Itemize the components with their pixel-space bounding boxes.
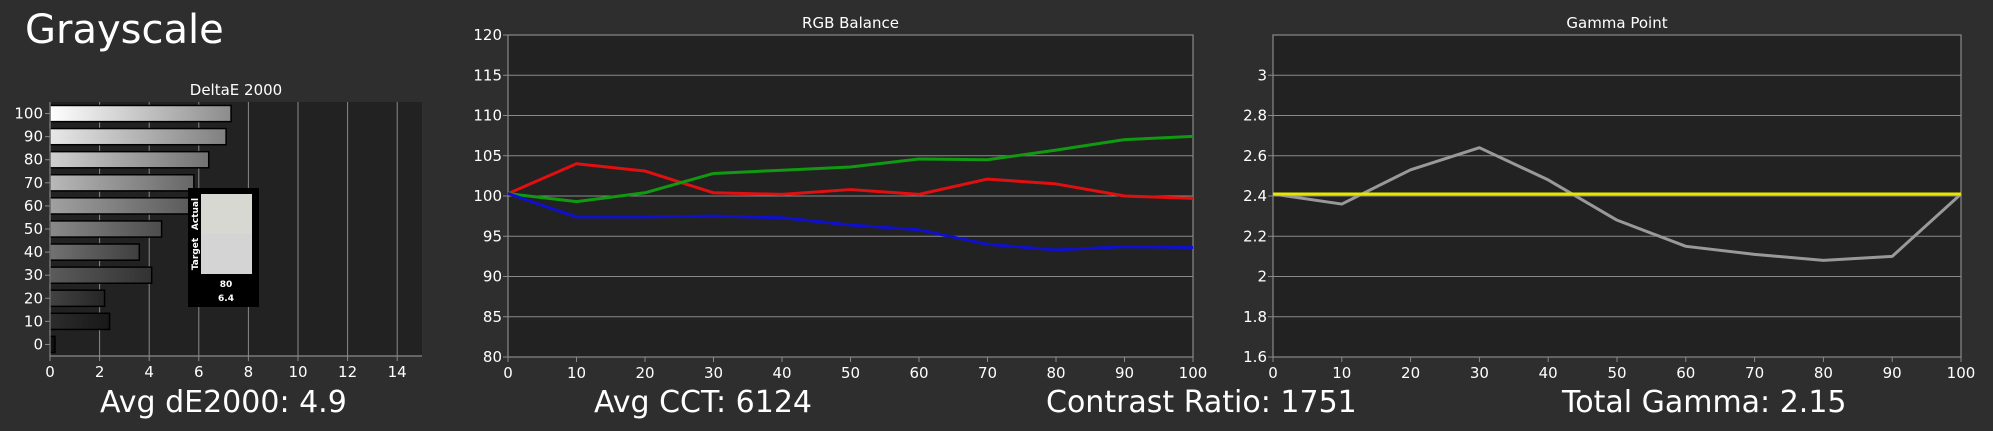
rgb-balance-x-tick-label: 20 bbox=[635, 364, 654, 382]
target-swatch bbox=[201, 234, 252, 274]
gamma-point-series-line bbox=[1272, 146, 1963, 262]
deltae-y-tick-label: 30 bbox=[24, 266, 43, 284]
rgb-balance-x-tick-label: 40 bbox=[772, 364, 791, 382]
deltae-y-tick-label: 0 bbox=[33, 335, 43, 353]
gamma-point-y-tick-label: 2.2 bbox=[1243, 227, 1267, 245]
swatch-de-value: 6.4 bbox=[218, 294, 234, 304]
rgb-balance-frame bbox=[507, 34, 1194, 358]
total-gamma-metric: Total Gamma: 2.15 bbox=[1562, 385, 1847, 420]
gamma-point-y-tick-label: 2 bbox=[1257, 268, 1267, 286]
deltae-title: DeltaE 2000 bbox=[190, 81, 282, 99]
deltae-y-tick-label: 50 bbox=[24, 220, 43, 238]
rgb-balance-x-tick-label: 70 bbox=[978, 364, 997, 382]
gamma-point-y-tick-label: 2.4 bbox=[1243, 187, 1267, 205]
deltae-x-tick-label: 8 bbox=[244, 363, 254, 381]
deltae-x-tick-label: 14 bbox=[388, 363, 407, 381]
gamma-point-y-tick-label: 1.8 bbox=[1243, 308, 1267, 326]
deltae-y-tick-label: 80 bbox=[24, 151, 43, 169]
actual-label: Actual bbox=[191, 198, 201, 230]
rgb-balance-title: RGB Balance bbox=[802, 14, 899, 32]
rgb-balance-y-tick-label: 100 bbox=[473, 187, 502, 205]
deltae-bar bbox=[49, 266, 153, 285]
rgb-balance-x-tick-label: 60 bbox=[909, 364, 928, 382]
deltae-bar bbox=[49, 312, 111, 331]
deltae-bar bbox=[49, 150, 210, 169]
deltae-bar bbox=[49, 243, 141, 261]
gamma-point-x-tick-label: 40 bbox=[1539, 364, 1558, 382]
deltae-bar bbox=[49, 104, 232, 123]
contrast-ratio-metric: Contrast Ratio: 1751 bbox=[1046, 385, 1357, 420]
rgb-balance-y-tick-label: 115 bbox=[473, 66, 502, 84]
gamma-point-x-tick-label: 30 bbox=[1470, 364, 1489, 382]
gamma-point-x-tick-label: 80 bbox=[1814, 364, 1833, 382]
rgb-balance-y-tick-label: 85 bbox=[483, 308, 502, 326]
deltae-x-tick-label: 6 bbox=[194, 363, 204, 381]
rgb-balance-x-tick-label: 10 bbox=[567, 364, 586, 382]
gamma-point-x-tick-label: 60 bbox=[1676, 364, 1695, 382]
gamma-point-x-tick-label: 50 bbox=[1607, 364, 1626, 382]
deltae-x-tick-label: 4 bbox=[144, 363, 154, 381]
deltae-bar bbox=[49, 173, 195, 192]
rgb-balance-x-tick-label: 80 bbox=[1046, 364, 1065, 382]
rgb-balance-y-tick-label: 110 bbox=[473, 107, 502, 125]
deltae-bar bbox=[49, 220, 163, 238]
gamma-point-x-tick-label: 0 bbox=[1268, 364, 1278, 382]
deltae-bar bbox=[49, 335, 56, 354]
rgb-balance-x-tick-label: 0 bbox=[503, 364, 513, 382]
deltae-x-tick-label: 12 bbox=[338, 363, 357, 381]
deltae-y-tick-label: 20 bbox=[24, 289, 43, 307]
gamma-point-x-tick-label: 70 bbox=[1745, 364, 1764, 382]
swatch-level: 80 bbox=[220, 280, 233, 290]
rgb-balance-y-tick-label: 120 bbox=[473, 26, 502, 44]
gamma-point-x-tick-label: 100 bbox=[1947, 364, 1976, 382]
rgb-balance-x-tick-label: 90 bbox=[1115, 364, 1134, 382]
page-title: Grayscale bbox=[25, 7, 224, 53]
rgb-balance-x-tick-label: 30 bbox=[704, 364, 723, 382]
gamma-point-x-tick-label: 10 bbox=[1332, 364, 1351, 382]
color-swatch-legend: Actual Target 80 6.4 bbox=[188, 188, 259, 307]
deltae-bar bbox=[49, 127, 227, 146]
gamma-point-title: Gamma Point bbox=[1566, 14, 1667, 32]
deltae-y-tick-label: 40 bbox=[24, 243, 43, 261]
gamma-point-y-tick-label: 2.8 bbox=[1243, 107, 1267, 125]
deltae-bar bbox=[49, 289, 106, 308]
actual-swatch bbox=[201, 194, 252, 234]
gamma-point-x-tick-label: 20 bbox=[1401, 364, 1420, 382]
gamma-point-y-tick-label: 3 bbox=[1257, 66, 1267, 84]
deltae-y-tick-label: 100 bbox=[14, 105, 43, 123]
rgb-balance-x-tick-label: 50 bbox=[841, 364, 860, 382]
deltae-x-tick-label: 10 bbox=[288, 363, 307, 381]
avg-de-metric: Avg dE2000: 4.9 bbox=[100, 385, 347, 420]
rgb-balance-series-line bbox=[507, 134, 1194, 204]
rgb-balance-y-tick-label: 80 bbox=[483, 348, 502, 366]
rgb-balance-series-line bbox=[507, 162, 1194, 200]
avg-cct-metric: Avg CCT: 6124 bbox=[594, 385, 813, 420]
gamma-point-y-tick-label: 2.6 bbox=[1243, 147, 1267, 165]
gamma-point-x-tick-label: 90 bbox=[1883, 364, 1902, 382]
rgb-balance-x-tick-label: 100 bbox=[1179, 364, 1208, 382]
deltae-y-tick-label: 70 bbox=[24, 174, 43, 192]
deltae-y-tick-label: 60 bbox=[24, 197, 43, 215]
rgb-balance-y-tick-label: 90 bbox=[483, 268, 502, 286]
rgb-balance-y-tick-label: 105 bbox=[473, 147, 502, 165]
target-label: Target bbox=[191, 237, 201, 270]
rgb-balance-chart: RGB Balance 80 85 90 95 100 105 110 115 120 0 10 20 3… bbox=[473, 14, 1207, 382]
deltae-x-tick-label: 0 bbox=[45, 363, 55, 381]
rgb-balance-series-line bbox=[507, 192, 1194, 252]
gamma-point-y-tick-label: 1.6 bbox=[1243, 348, 1267, 366]
deltae-x-tick-label: 2 bbox=[95, 363, 105, 381]
deltae-y-tick-label: 90 bbox=[24, 128, 43, 146]
deltae-chart: DeltaE 2000 0 2 4 6 8 10 12 14 0 10 20 30 40 50 60 70 80 9… bbox=[14, 81, 422, 381]
deltae-y-tick-label: 10 bbox=[24, 312, 43, 330]
rgb-balance-y-tick-label: 95 bbox=[483, 227, 502, 245]
deltae-bar bbox=[49, 197, 195, 215]
